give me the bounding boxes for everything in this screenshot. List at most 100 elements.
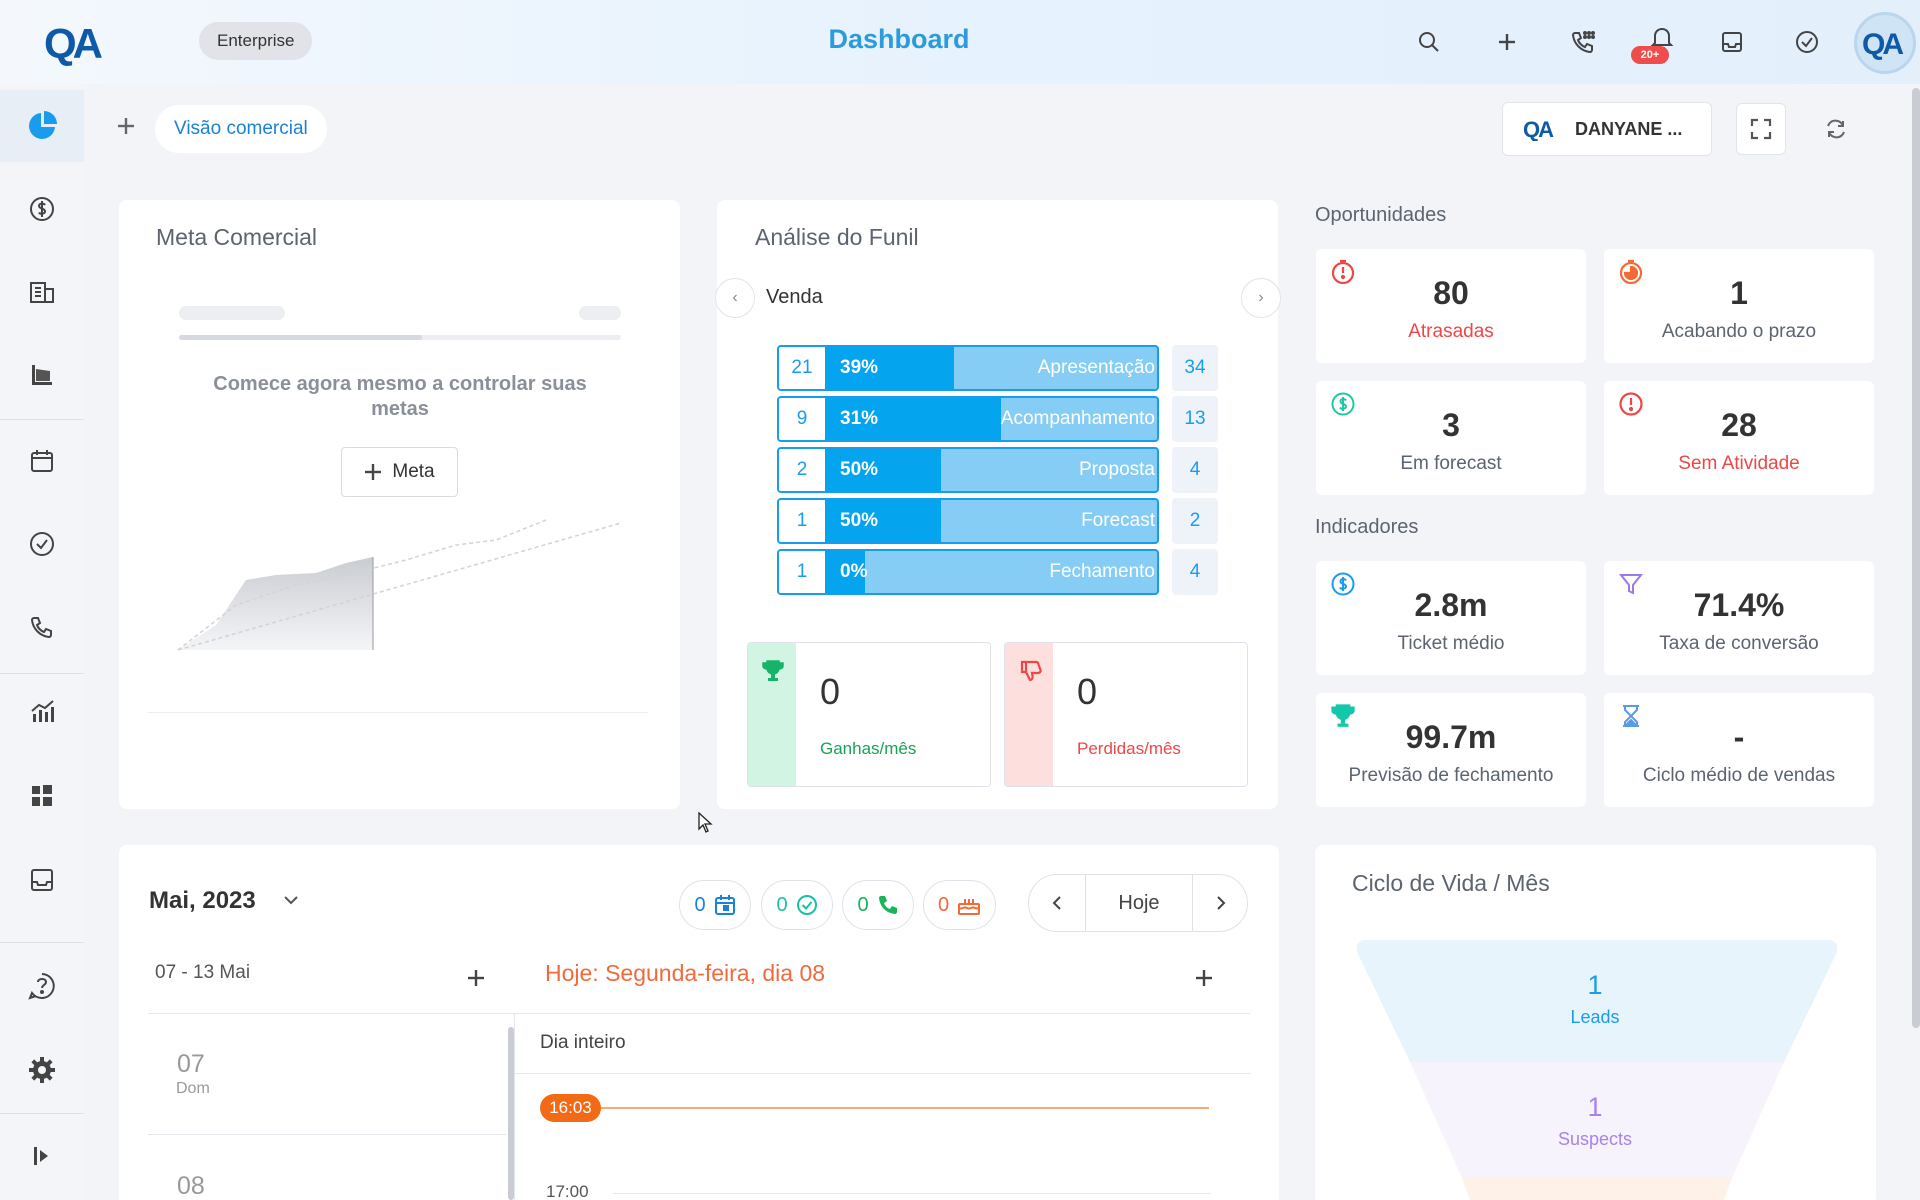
pie-chart-icon — [29, 111, 57, 139]
oportunidades-value: 1 — [1730, 275, 1748, 311]
sidebar-item-funnel[interactable] — [0, 339, 84, 411]
funnel-icon — [1618, 571, 1644, 597]
lifecycle-leads-label: Leads — [1570, 1007, 1620, 1027]
pipeline-prev-button[interactable]: ‹ — [715, 278, 755, 318]
calendar-counter-value: 0 — [857, 893, 869, 916]
calendar-counter[interactable]: 0 — [761, 880, 833, 930]
funnel-stage-row[interactable]: 1 50% Forecast — [777, 498, 1159, 544]
funnel-stage-fill — [825, 551, 865, 593]
sidebar-item-calls[interactable] — [0, 591, 84, 663]
calendar-counter[interactable]: 0 — [679, 880, 751, 930]
funnel-stage-total[interactable]: 4 — [1172, 447, 1218, 493]
add-meta-label: Meta — [392, 461, 435, 482]
add-meta-button[interactable]: Meta — [341, 447, 458, 497]
chevron-down-icon[interactable] — [282, 893, 300, 907]
indicadores-card[interactable]: 2.8m Ticket médio — [1316, 561, 1586, 675]
calendar-next-button[interactable] — [1193, 875, 1247, 931]
calendar-counter[interactable]: 0 — [842, 880, 914, 930]
funnel-stage-name: Acompanhamento — [1000, 408, 1155, 429]
funil-title: Análise do Funil — [755, 224, 919, 250]
add-event-button[interactable] — [466, 968, 486, 988]
sidebar-item-help[interactable] — [0, 950, 84, 1022]
add-tab-button[interactable] — [114, 114, 138, 138]
perdidas-card[interactable]: 0 Perdidas/mês — [1004, 642, 1248, 787]
phone-dialpad-icon[interactable] — [1567, 26, 1599, 58]
inbox-icon[interactable] — [1716, 26, 1748, 58]
oportunidades-card[interactable]: 3 Em forecast — [1316, 381, 1586, 495]
funnel-stage-row[interactable]: 1 0% Fechamento — [777, 549, 1159, 595]
plus-icon[interactable] — [1491, 26, 1523, 58]
funnel-stage-row[interactable]: 2 50% Proposta — [777, 447, 1159, 493]
sidebar-item-sales[interactable] — [0, 173, 84, 245]
dollar-icon — [30, 197, 54, 221]
indicadores-card[interactable]: - Ciclo médio de vendas — [1604, 693, 1874, 807]
svg-text:QA: QA — [1523, 117, 1554, 141]
search-icon[interactable] — [1413, 26, 1445, 58]
perdidas-label: Perdidas/mês — [1077, 739, 1181, 758]
funnel-stage-row[interactable]: 21 39% Apresentação — [777, 345, 1159, 391]
calendar-month[interactable]: Mai, 2023 — [149, 887, 256, 914]
divider — [514, 1013, 515, 1200]
trophy-icon — [1330, 703, 1356, 729]
check-circle-icon[interactable] — [1791, 26, 1823, 58]
funnel-stage-percent: 50% — [840, 510, 879, 531]
oportunidades-card[interactable]: 28 Sem Atividade — [1604, 381, 1874, 495]
today-title: Hoje: Segunda-feira, dia 08 — [545, 960, 826, 986]
divider — [148, 1134, 506, 1135]
oportunidades-card[interactable]: 1 Acabando o prazo — [1604, 249, 1874, 363]
funnel-stage-total[interactable]: 4 — [1172, 549, 1218, 595]
funnel-stage-percent: 39% — [840, 357, 879, 378]
plus-icon — [365, 464, 382, 480]
plan-badge: Enterprise — [199, 22, 313, 60]
app-logo[interactable]: QA — [40, 14, 110, 70]
calendar-prev-button[interactable] — [1029, 875, 1085, 931]
settings-icon — [29, 1057, 55, 1083]
funnel-stage-count: 1 — [779, 551, 825, 593]
oportunidades-card[interactable]: 80 Atrasadas — [1316, 249, 1586, 363]
calendar-counter-value: 0 — [937, 893, 950, 916]
sidebar-item-reports[interactable] — [0, 676, 84, 748]
indicadores-card[interactable]: 99.7m Previsão de fechamento — [1316, 693, 1586, 807]
calendar-counter-value: 0 — [694, 893, 706, 916]
sidebar-item-widgets[interactable] — [0, 760, 84, 832]
fullscreen-icon — [1750, 118, 1772, 140]
sidebar-item-settings[interactable] — [0, 1034, 84, 1106]
sidebar-item-dashboard[interactable] — [0, 90, 84, 162]
day-number[interactable]: 07 — [177, 1050, 205, 1078]
indicadores-value: 99.7m — [1405, 719, 1497, 755]
skeleton-bar — [179, 306, 285, 320]
phone-icon — [877, 894, 899, 916]
funnel-stage-total[interactable]: 13 — [1172, 396, 1218, 442]
pipeline-next-button[interactable]: › — [1241, 278, 1281, 318]
ganhas-value: 0 — [820, 671, 841, 712]
funnel-stage-total[interactable]: 34 — [1172, 345, 1218, 391]
page-scrollbar[interactable] — [1912, 88, 1920, 1028]
user-avatar[interactable]: QA — [1854, 12, 1916, 74]
lifecycle-suspects-value: 1 — [1587, 1092, 1603, 1122]
refresh-button[interactable] — [1811, 103, 1861, 155]
day-list-scrollbar[interactable] — [508, 1027, 514, 1200]
sidebar-item-expand[interactable] — [0, 1120, 84, 1192]
hour-line — [613, 1193, 1210, 1194]
add-day-event-button[interactable] — [1194, 968, 1214, 988]
day-number[interactable]: 08 — [177, 1172, 205, 1200]
oportunidades-value: 3 — [1442, 407, 1460, 443]
sidebar-item-inbox[interactable] — [0, 844, 84, 916]
today-button[interactable]: Hoje — [1118, 891, 1160, 914]
user-selector[interactable]: QA DANYANE ... — [1502, 102, 1712, 156]
tab-visao-comercial[interactable]: Visão comercial — [155, 105, 327, 153]
indicadores-label: Previsão de fechamento — [1348, 765, 1554, 786]
sidebar-item-tasks[interactable] — [0, 508, 84, 580]
funnel-stage-count: 2 — [779, 449, 825, 491]
svg-text:QA: QA — [1862, 28, 1903, 61]
indicadores-card[interactable]: 71.4% Taxa de conversão — [1604, 561, 1874, 675]
funnel-stage-total[interactable]: 2 — [1172, 498, 1218, 544]
sidebar-item-calendar[interactable] — [0, 425, 84, 497]
funnel-stage-row[interactable]: 9 31% Acompanhamento — [777, 396, 1159, 442]
fullscreen-button[interactable] — [1736, 103, 1786, 155]
divider — [515, 1073, 1250, 1074]
ganhas-card[interactable]: 0 Ganhas/mês — [747, 642, 991, 787]
calendar-counter[interactable]: 0 — [923, 880, 996, 930]
sidebar-item-companies[interactable] — [0, 256, 84, 328]
oportunidades-value: 80 — [1433, 275, 1469, 311]
